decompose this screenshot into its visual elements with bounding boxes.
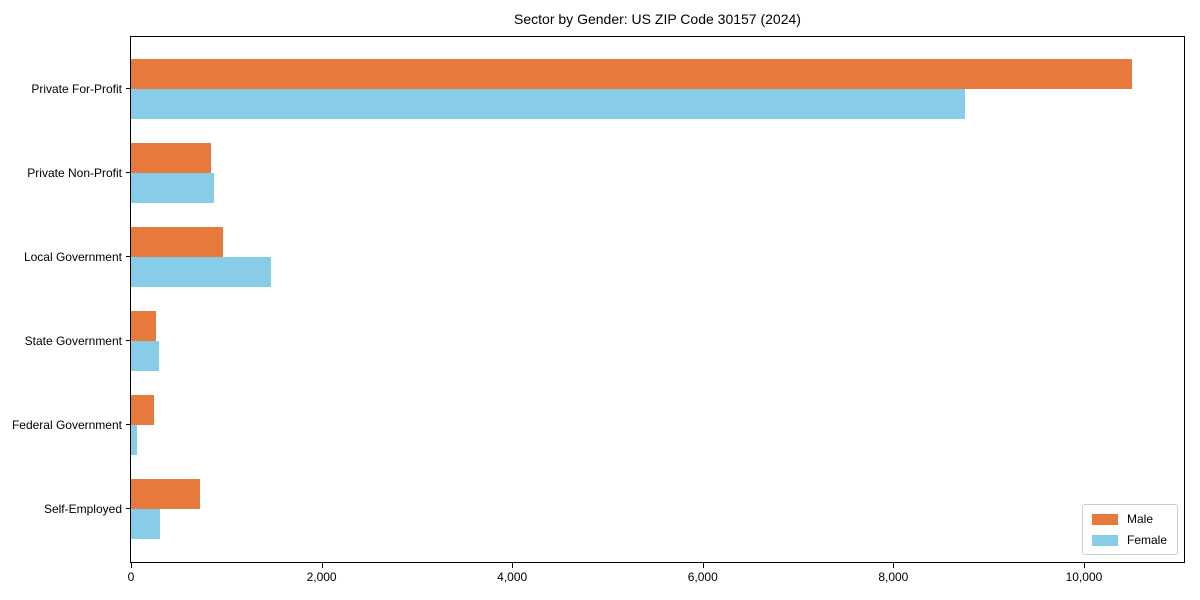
chart-title: Sector by Gender: US ZIP Code 30157 (202…: [514, 11, 801, 27]
x-tick-10,000: [1083, 563, 1085, 568]
y-axis-label-self-employed: Self-Employed: [43, 502, 122, 516]
y-tick-private-for-profit: [126, 88, 130, 89]
x-tick-4,000: [512, 563, 514, 568]
bar-male-state-government: [131, 311, 156, 341]
bar-male-self-employed: [131, 479, 200, 509]
bar-male-private-non-profit: [131, 143, 211, 173]
y-tick-private-non-profit: [126, 172, 130, 173]
y-tick-self-employed: [126, 508, 130, 509]
x-tick-6,000: [702, 563, 704, 568]
y-axis-label-federal-government: Federal Government: [11, 418, 122, 432]
legend-item-male: Male: [1091, 512, 1167, 526]
bar-male-private-for-profit: [131, 59, 1132, 89]
bar-female-self-employed: [131, 509, 160, 539]
y-axis-label-private-for-profit: Private For-Profit: [31, 82, 122, 96]
y-axis-label-private-non-profit: Private Non-Profit: [27, 166, 122, 180]
legend-item-female: Female: [1091, 533, 1167, 547]
legend: Male Female: [1081, 504, 1178, 555]
y-axis-label-local-government: Local Government: [23, 250, 122, 264]
bar-male-federal-government: [131, 395, 154, 425]
bar-female-state-government: [131, 341, 159, 371]
bar-male-local-government: [131, 227, 223, 257]
plot-area: Male Female Private For-Profit Private No…: [12, 36, 1185, 584]
bar-female-federal-government: [131, 425, 137, 455]
y-tick-local-government: [126, 256, 130, 257]
legend-swatch-female-icon: [1091, 534, 1118, 546]
bar-female-local-government: [131, 257, 271, 287]
x-axis-tick-label-0: 0: [127, 570, 135, 584]
x-tick-2,000: [321, 563, 323, 568]
y-axis-label-state-government: State Government: [24, 334, 122, 348]
x-tick-8,000: [893, 563, 895, 568]
x-axis-tick-label-2,000: 2,000: [306, 570, 337, 584]
x-axis-tick-label-4,000: 4,000: [497, 570, 528, 584]
y-tick-federal-government: [126, 424, 130, 425]
bar-female-private-non-profit: [131, 173, 214, 203]
legend-label-female: Female: [1126, 533, 1167, 547]
legend-label-male: Male: [1126, 512, 1153, 526]
y-tick-state-government: [126, 340, 130, 341]
legend-swatch-male-icon: [1091, 513, 1118, 525]
x-axis-tick-label-8,000: 8,000: [878, 570, 909, 584]
x-axis-tick-label-10,000: 10,000: [1065, 570, 1103, 584]
x-tick-0: [131, 563, 132, 568]
bar-female-private-for-profit: [131, 89, 965, 119]
x-axis-tick-label-6,000: 6,000: [687, 570, 718, 584]
